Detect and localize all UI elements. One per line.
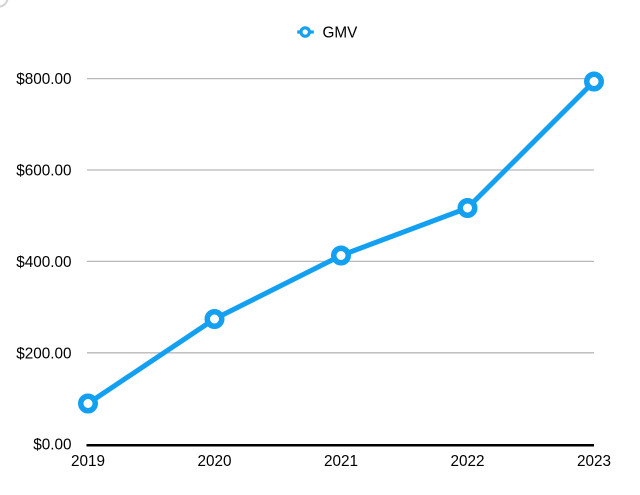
svg-text:2021: 2021 [324,453,358,470]
svg-text:GMV: GMV [323,25,359,42]
svg-text:$0.00: $0.00 [33,437,71,454]
svg-text:2019: 2019 [71,453,105,470]
svg-text:2020: 2020 [197,453,231,470]
svg-text:2022: 2022 [450,453,484,470]
svg-text:$400.00: $400.00 [16,254,71,271]
svg-text:$600.00: $600.00 [16,163,71,180]
svg-text:$800.00: $800.00 [16,71,71,88]
svg-text:2023: 2023 [577,453,611,470]
svg-text:$200.00: $200.00 [16,345,71,362]
